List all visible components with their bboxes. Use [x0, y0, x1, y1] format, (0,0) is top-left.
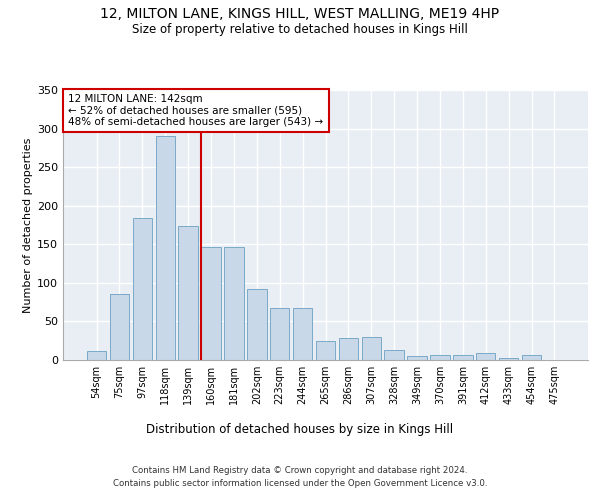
Bar: [385, 350, 404, 360]
Bar: [87, 350, 106, 360]
Bar: [178, 226, 198, 360]
Bar: [430, 356, 449, 360]
Bar: [499, 358, 518, 360]
Bar: [247, 289, 266, 360]
Bar: [133, 218, 152, 360]
Bar: [453, 354, 473, 360]
Bar: [316, 340, 335, 360]
Bar: [522, 356, 541, 360]
Bar: [362, 337, 381, 360]
Bar: [110, 294, 129, 360]
Bar: [476, 353, 496, 360]
Text: Contains HM Land Registry data © Crown copyright and database right 2024.
Contai: Contains HM Land Registry data © Crown c…: [113, 466, 487, 487]
Text: Distribution of detached houses by size in Kings Hill: Distribution of detached houses by size …: [146, 422, 454, 436]
Bar: [338, 338, 358, 360]
Bar: [224, 246, 244, 360]
Bar: [202, 246, 221, 360]
Bar: [270, 308, 289, 360]
Text: 12, MILTON LANE, KINGS HILL, WEST MALLING, ME19 4HP: 12, MILTON LANE, KINGS HILL, WEST MALLIN…: [100, 8, 500, 22]
Text: 12 MILTON LANE: 142sqm
← 52% of detached houses are smaller (595)
48% of semi-de: 12 MILTON LANE: 142sqm ← 52% of detached…: [68, 94, 323, 127]
Y-axis label: Number of detached properties: Number of detached properties: [23, 138, 33, 312]
Bar: [155, 136, 175, 360]
Text: Size of property relative to detached houses in Kings Hill: Size of property relative to detached ho…: [132, 22, 468, 36]
Bar: [293, 308, 313, 360]
Bar: [407, 356, 427, 360]
